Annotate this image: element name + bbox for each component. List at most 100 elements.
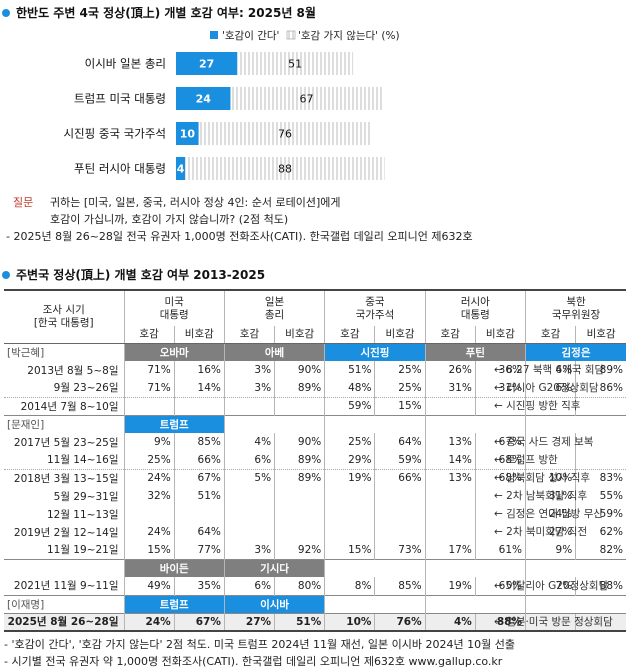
leader-label: 아베 (223, 342, 325, 361)
cell-fav: 51% (324, 361, 375, 379)
question-label: 질문 (13, 196, 34, 209)
cell-unfav: 25% (374, 361, 426, 379)
data-label-fav: 4 (177, 163, 185, 176)
row-label: 2017년 5월 23~25일 (13, 436, 119, 449)
cell-unfav: 88% (575, 577, 626, 595)
subheader-unfav: 비호감 (374, 326, 426, 344)
leader-label: 트럼프 (123, 594, 225, 613)
cell-fav: 31% (424, 379, 476, 397)
cell-unfav: 67% (474, 433, 526, 451)
bar-fav (176, 157, 186, 180)
row-label: 2018년 3월 13~15일 (4, 468, 124, 487)
cell-fav: 3% (223, 361, 275, 379)
cell-fav (223, 396, 275, 415)
row-annotation: ← 이탈리아 G20정상회담 (494, 580, 609, 592)
leader-label: 바이든 (123, 558, 225, 577)
cell-unfav: 85% (374, 577, 426, 595)
cell-fav: 26% (424, 361, 476, 379)
cell-fav: 3% (223, 541, 275, 559)
cell-unfav (173, 505, 225, 523)
row-annotation: ← 2차 남북회담 직후 (494, 490, 588, 502)
cell-unfav: 36% (474, 361, 526, 379)
cell-fav: 48% (324, 379, 375, 397)
cell-unfav: 51% (173, 487, 225, 505)
cell-fav: 49% (123, 577, 175, 595)
cell-fav: 31% (524, 487, 576, 505)
cell-unfav: 64% (374, 433, 426, 451)
table-section-row: [문재인] 트럼프 (4, 414, 626, 433)
cell-unfav (474, 396, 526, 415)
cell-unfav: 66% (173, 451, 225, 469)
cell-unfav (374, 523, 426, 541)
row-label: 2014년 7월 8~10일 (4, 396, 124, 415)
cell-fav: 24% (123, 523, 175, 541)
cell-fav: 71% (123, 361, 175, 379)
cell-fav: 9% (524, 541, 576, 559)
cell-unfav: 86% (575, 379, 626, 397)
subheader-unfav: 비호감 (173, 326, 225, 344)
table-row: 5월 29~31일 32% 51% 31% 55% (4, 487, 626, 505)
table-section-row: [박근혜] 오바마 아베 시진핑 푸틴 김정은 (4, 342, 626, 361)
cell-fav: 59% (324, 396, 375, 415)
cell-unfav: 76% (374, 612, 426, 632)
footer-line-2: - 시기별 전국 유권자 약 1,000명 전화조사(CATI). 한국갤럽 데… (4, 655, 503, 668)
cell-fav: 32% (123, 487, 175, 505)
cell-unfav: 31% (474, 379, 526, 397)
table-row: 2019년 2월 12~14일 24% 64% 27% 62% (4, 523, 626, 541)
col-header-ru: 러시아 대통령 (424, 289, 526, 326)
empty-cell (424, 558, 526, 577)
cell-unfav (575, 451, 626, 469)
row-annotation: ← 러시아 G20정상회담 (494, 382, 599, 394)
empty-cell (525, 558, 626, 577)
bar-unfav (198, 122, 372, 145)
cell-unfav: 73% (374, 541, 426, 559)
empty-cell (424, 594, 526, 613)
cell-unfav: 88% (474, 612, 526, 632)
cell-unfav: 14% (173, 379, 225, 397)
table-row: 12월 11~13일 24% 59% (4, 505, 626, 523)
row-label: 11월 19~21일 (46, 544, 119, 557)
cell-unfav (474, 523, 526, 541)
row-annotation: ← 남북회담 성사 직후 (494, 472, 591, 484)
cell-fav (424, 396, 476, 415)
row-label: 2021년 11월 9~11일 (13, 580, 119, 593)
cell-fav (123, 505, 175, 523)
cell-fav: 4% (524, 361, 576, 379)
leader-label: 시진핑 (324, 342, 426, 361)
cell-fav (424, 487, 476, 505)
leader-label: 김정은 (525, 342, 626, 361)
footer-line-1: - '호감이 간다', '호감 가지 않는다' 2점 척도. 미국 트럼프 20… (4, 638, 515, 651)
bar-fav (176, 87, 231, 110)
subheader-fav: 호감 (424, 326, 476, 344)
cell-unfav: 25% (374, 379, 426, 397)
cell-fav: 19% (324, 468, 375, 487)
legend-swatch-unfav (286, 30, 296, 40)
cell-fav: 10% (324, 612, 375, 632)
cell-unfav: 59% (374, 451, 426, 469)
cell-unfav: 67% (173, 468, 225, 487)
row-annotation: ← 8.27 북핵 6개국 회담 (494, 364, 605, 376)
cell-unfav: 89% (274, 451, 325, 469)
table-row: 2021년 11월 9~11일 49% 35% 6% 80% 8% 85% 19% 65% 7% 8… (4, 577, 626, 595)
cell-fav: 24% (123, 612, 175, 632)
cell-fav: 29% (324, 451, 375, 469)
cell-fav: 7% (524, 577, 576, 595)
cell-fav: 10% (524, 468, 576, 487)
cell-fav: 6% (223, 451, 275, 469)
row-label: 9월 23~26일 (53, 382, 119, 395)
table-row: 2018년 3월 13~15일 24% 67% 5% 89% 19% 66% 13% 68% 10… (4, 468, 626, 487)
cell-fav (223, 523, 275, 541)
cell-fav: 9% (123, 433, 175, 451)
leader-label: 푸틴 (424, 342, 526, 361)
cell-fav: 6% (524, 379, 576, 397)
bullet-dot-icon (2, 8, 10, 17)
cell-unfav: 90% (274, 433, 325, 451)
leader-label: 기시다 (223, 558, 325, 577)
cell-unfav (575, 612, 626, 632)
row-label: [박근혜] (4, 342, 124, 361)
col-header-us: 미국 대통령 (123, 289, 225, 326)
cell-unfav: 92% (274, 541, 325, 559)
cell-fav (424, 523, 476, 541)
table-row: 2013년 8월 5~8일 71% 16% 3% 90% 51% 25% 26% 36% 4% 89… (4, 361, 626, 379)
cell-unfav (575, 433, 626, 451)
